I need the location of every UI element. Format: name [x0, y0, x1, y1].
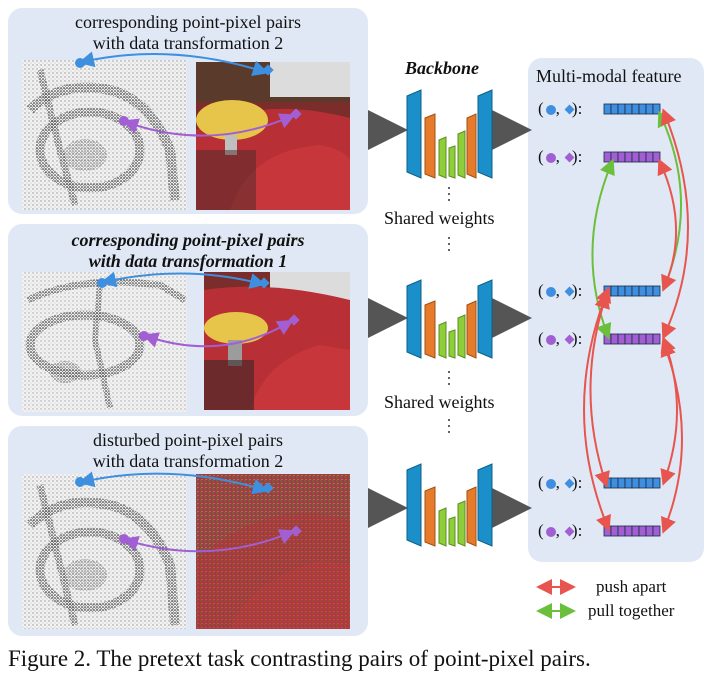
feature-vector-cell: [652, 103, 661, 115]
feature-vector-cell: [610, 285, 619, 297]
feature-label-row4: (,):: [538, 329, 583, 348]
feature-vector-cell: [624, 103, 633, 115]
feature-vector-cell: [645, 525, 654, 537]
feature-vector-cell: [624, 151, 633, 163]
feature-vector-cell: [631, 525, 640, 537]
feature-vector-cell: [617, 477, 626, 489]
feature-vector-cell: [631, 151, 640, 163]
feature-vector-cell: [638, 103, 647, 115]
panel2-title: corresponding point-pixel pairs with dat…: [8, 230, 368, 272]
feature-label-row2: (,):: [538, 147, 583, 166]
feature-label-row1: (,):: [538, 99, 583, 118]
shared-weights-label-2: Shared weights: [384, 392, 495, 412]
point-marker-purple-3: [119, 534, 129, 544]
feature-vector-cell: [652, 477, 661, 489]
feature-vector-cell: [638, 525, 647, 537]
point-marker-blue-1: [75, 58, 85, 68]
room-photo-drawing-1: [196, 62, 350, 210]
panel2-title-line1: corresponding point-pixel pairs: [71, 230, 305, 250]
feature-vector-cell: [638, 285, 647, 297]
point-cloud-drawing-1: [22, 60, 187, 210]
feature-vectors: [603, 103, 661, 537]
feature-vector-cell: [603, 151, 612, 163]
feature-vector-cell: [652, 525, 661, 537]
feature-row-markers: [546, 104, 575, 537]
pixel-marker-blue-2: [258, 277, 270, 289]
feature-vector-cell: [617, 151, 626, 163]
feature-vector-cell: [617, 525, 626, 537]
pixel-marker-blue-3: [262, 482, 274, 494]
feature-vector-cell: [631, 333, 640, 345]
point-cloud-drawing-2: [22, 272, 187, 412]
feature-vector-cell: [624, 285, 633, 297]
feature-vector-cell: [610, 103, 619, 115]
legend-pull-label: pull together: [588, 601, 675, 620]
backbone-network-3: [406, 463, 493, 547]
panel2-title-line2: with data transformation 1: [88, 251, 288, 271]
feature-vector-cell: [617, 333, 626, 345]
feature-vector-cell: [652, 333, 661, 345]
point-marker-purple-1: [119, 116, 129, 126]
panel3-title-line1: disturbed point-pixel pairs: [93, 430, 283, 450]
point-marker-purple-2: [139, 331, 149, 341]
pair-arrows-panel1: [75, 51, 302, 137]
multimodal-feature-title: Multi-modal feature: [536, 66, 682, 86]
pixel-marker-purple-2: [288, 314, 300, 326]
pixel-marker-purple-3: [290, 525, 302, 537]
feature-vector-cell: [652, 285, 661, 297]
panel1-title-line1: corresponding point-pixel pairs: [75, 12, 301, 32]
push-pull-arrows: [583, 108, 689, 534]
feature-vector-cell: [638, 151, 647, 163]
feature-vector-cell: [610, 151, 619, 163]
feature-label-row5: (,):: [538, 473, 583, 492]
panel3-title-line2: with data transformation 2: [92, 451, 284, 471]
room-photo-drawing-3: [196, 474, 350, 629]
feature-vector-cell: [603, 103, 612, 115]
panel1-title-line2: with data transformation 2: [92, 33, 284, 53]
pair-arrows-panel3: [75, 471, 302, 553]
feature-vector-cell: [631, 477, 640, 489]
feature-vector-cell: [645, 151, 654, 163]
feature-vector-cell: [645, 285, 654, 297]
shared-weights-dots: [448, 187, 450, 433]
backbone-network-1: [406, 89, 493, 179]
feature-vector-cell: [624, 525, 633, 537]
feature-label-row3: (,):: [538, 281, 583, 300]
legend-push-label: push apart: [596, 577, 667, 596]
feature-vector-cell: [617, 103, 626, 115]
feature-vector-cell: [624, 477, 633, 489]
feature-vector-cell: [617, 285, 626, 297]
point-marker-blue-3: [75, 477, 85, 487]
feature-vector-cell: [610, 333, 619, 345]
room-photo-drawing-2: [204, 272, 350, 410]
feature-vector-cell: [631, 285, 640, 297]
feature-vector-cell: [652, 151, 661, 163]
pair-arrows-panel2: [97, 271, 300, 348]
feature-label-row6: (,):: [538, 521, 583, 540]
feature-vector-cell: [624, 333, 633, 345]
panel3-title: disturbed point-pixel pairs with data tr…: [8, 430, 368, 472]
backbone-title: Backbone: [405, 58, 479, 78]
feature-vector-cell: [638, 333, 647, 345]
feature-vector-cell: [638, 477, 647, 489]
legend-arrows: [536, 579, 576, 619]
feature-vector-cell: [631, 103, 640, 115]
flow-arrows: [368, 110, 532, 528]
figure-caption: Figure 2. The pretext task contrasting p…: [8, 646, 591, 671]
feature-vector-cell: [645, 477, 654, 489]
point-marker-blue-2: [97, 278, 107, 288]
feature-vector-cell: [610, 477, 619, 489]
feature-vector-cell: [610, 525, 619, 537]
point-cloud-drawing-3: [22, 474, 187, 629]
backbone-network-2: [406, 279, 493, 359]
feature-vector-cell: [645, 103, 654, 115]
panel1-title: corresponding point-pixel pairs with dat…: [8, 12, 368, 54]
shared-weights-label-1: Shared weights: [384, 208, 495, 228]
feature-vector-cell: [645, 333, 654, 345]
